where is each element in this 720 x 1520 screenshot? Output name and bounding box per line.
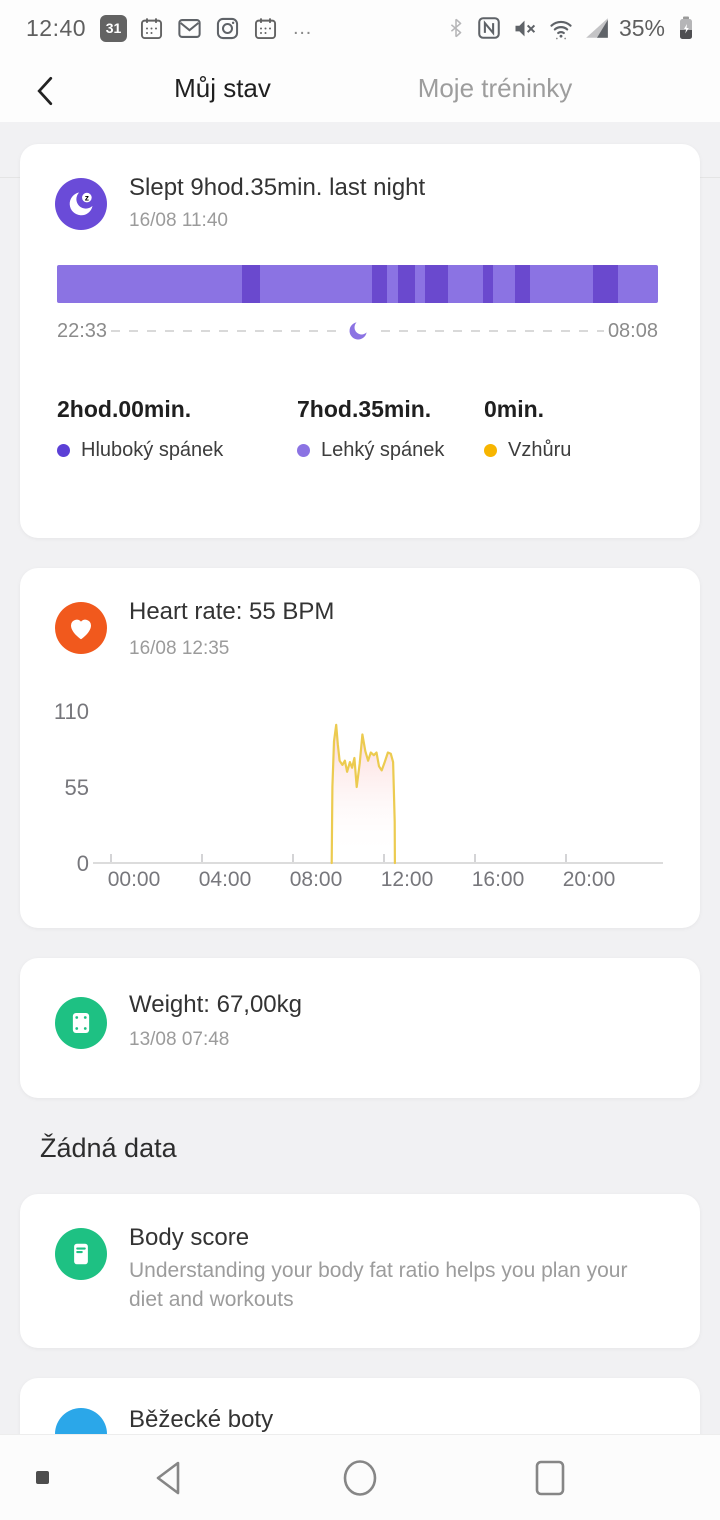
heart-icon — [55, 602, 107, 654]
tab-my-status[interactable]: Můj stav — [174, 73, 271, 103]
back-chevron-icon — [37, 76, 53, 106]
deep-sleep-stat: 2hod.00min. Hluboký spánek — [57, 396, 297, 462]
svg-text:110: 110 — [54, 699, 89, 724]
header: Můj stav Moje tréninky — [0, 56, 720, 178]
heart-rate-title: Heart rate: 55 BPM — [129, 598, 335, 625]
heart-rate-card[interactable]: Heart rate: 55 BPM 16/08 12:35 00:00 04:0… — [20, 568, 700, 928]
no-data-section-title: Žádná data — [40, 1133, 177, 1163]
sleep-icon: z — [55, 178, 107, 230]
nav-hide-icon[interactable] — [36, 1471, 49, 1484]
tab-my-workouts[interactable]: Moje tréninky — [417, 73, 573, 103]
moon-icon — [340, 314, 375, 348]
overflow-indicator: … — [292, 16, 315, 39]
android-nav-bar — [0, 1434, 720, 1520]
battery-icon — [680, 16, 692, 39]
sleep-stats: 2hod.00min. Hluboký spánek 7hod.35min. L… — [57, 396, 677, 462]
weight-card[interactable]: Weight: 67,00kg 13/08 07:48 — [20, 958, 700, 1098]
wifi-icon — [550, 20, 572, 39]
body-score-card[interactable]: Body score Understanding your body fat r… — [20, 1194, 700, 1348]
deep-sleep-dot — [57, 444, 70, 457]
svg-text:12:00: 12:00 — [381, 868, 434, 891]
calendar-icon — [255, 17, 277, 39]
awake-value: 0min. — [484, 396, 545, 422]
sleep-end-time: 08:08 — [607, 319, 658, 342]
calendar-31-icon: 31 — [100, 14, 128, 42]
mute-icon — [515, 20, 536, 36]
awake-dot — [484, 444, 497, 457]
light-sleep-value: 7hod.35min. — [297, 396, 432, 422]
weight-scale-icon — [55, 997, 107, 1049]
sleep-timeline-dashes — [111, 314, 604, 348]
svg-text:08:00: 08:00 — [290, 868, 343, 891]
sleep-stage-bar — [57, 265, 658, 303]
system-status-icons: 35% — [445, 14, 698, 42]
svg-text:20:00: 20:00 — [563, 868, 616, 891]
bluetooth-icon — [450, 18, 462, 38]
deep-sleep-label: Hluboký spánek — [81, 439, 224, 461]
nav-recents-button[interactable] — [510, 1435, 590, 1520]
body-score-title: Body score — [129, 1224, 250, 1251]
instagram-icon — [216, 17, 239, 39]
sleep-timestamp: 16/08 11:40 — [129, 210, 228, 231]
nfc-icon — [478, 17, 500, 39]
body-score-description: Understanding your body fat ratio helps … — [129, 1259, 628, 1311]
sleep-card[interactable]: z Slept 9hod.35min. last night 16/08 11:… — [20, 144, 700, 538]
deep-sleep-value: 2hod.00min. — [57, 396, 192, 422]
svg-text:z: z — [85, 193, 89, 203]
nav-home-button[interactable] — [320, 1435, 400, 1520]
running-shoes-title: Běžecké boty — [129, 1406, 274, 1433]
svg-text:00:00: 00:00 — [108, 868, 161, 891]
svg-text:0: 0 — [77, 851, 89, 876]
heart-rate-timestamp: 16/08 12:35 — [129, 638, 230, 659]
home-circle-icon — [343, 1460, 377, 1496]
body-score-icon — [55, 1228, 107, 1280]
recents-square-icon — [535, 1460, 565, 1496]
nav-back-button[interactable] — [128, 1435, 208, 1520]
awake-label: Vzhůru — [508, 439, 572, 461]
light-sleep-dot — [297, 444, 310, 457]
back-triangle-icon — [156, 1461, 180, 1495]
signal-icon — [586, 18, 608, 38]
clock: 12:40 — [26, 14, 87, 41]
sleep-start-time: 22:33 — [57, 319, 108, 342]
weight-title: Weight: 67,00kg — [129, 991, 303, 1018]
svg-text:55: 55 — [65, 775, 89, 800]
calendar-icon — [141, 17, 163, 39]
gmail-icon — [178, 18, 201, 38]
awake-stat: 0min. Vzhůru — [484, 396, 677, 462]
light-sleep-label: Lehký spánek — [321, 439, 445, 461]
sleep-title: Slept 9hod.35min. last night — [129, 174, 426, 201]
back-button[interactable] — [28, 74, 62, 108]
notification-icons: 31 … — [100, 14, 315, 42]
svg-text:04:00: 04:00 — [199, 868, 252, 891]
heart-rate-chart: 00:00 04:00 08:00 12:00 16:00 20:00 0 55 110 — [54, 699, 663, 891]
weight-timestamp: 13/08 07:48 — [129, 1029, 230, 1050]
status-bar: 12:40 31 … — [0, 0, 720, 56]
svg-text:16:00: 16:00 — [472, 868, 525, 891]
light-sleep-stat: 7hod.35min. Lehký spánek — [297, 396, 484, 462]
sleep-timeline: 22:33 08:08 — [57, 314, 658, 348]
battery-percent: 35% — [618, 14, 665, 41]
